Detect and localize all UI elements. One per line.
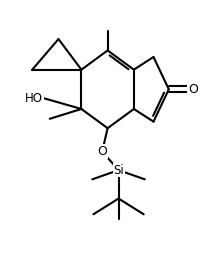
Text: O: O [97,145,107,158]
Text: O: O [188,83,198,96]
Text: HO: HO [25,92,43,105]
Text: Si: Si [113,164,124,177]
